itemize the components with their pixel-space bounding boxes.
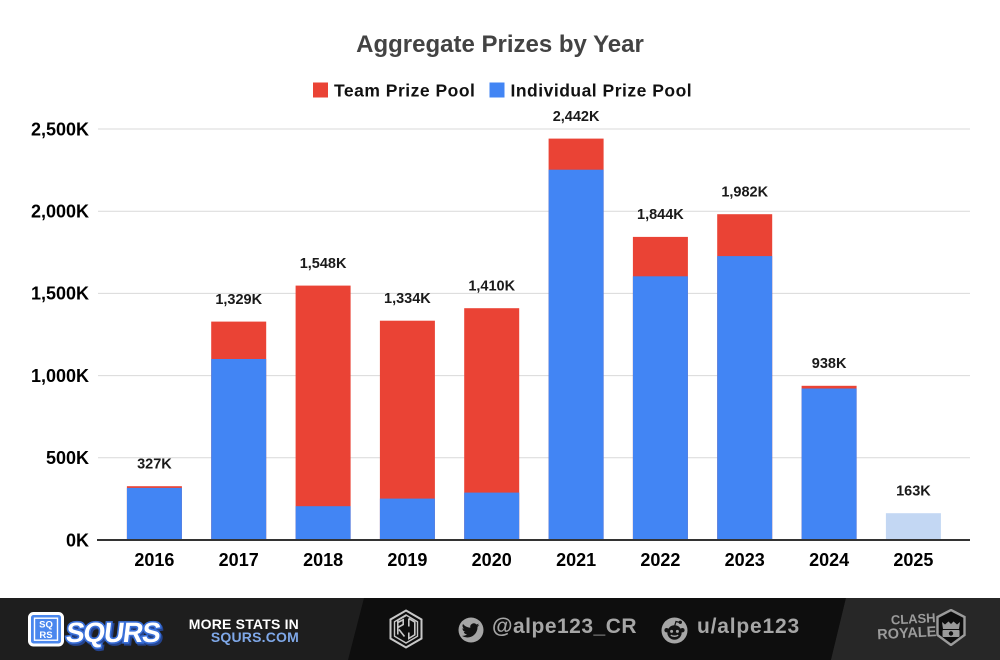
svg-text:SQ: SQ (39, 620, 53, 631)
svg-text:327K: 327K (137, 456, 172, 472)
svg-text:2017: 2017 (219, 550, 259, 570)
svg-text:2016: 2016 (134, 550, 174, 570)
svg-text:Individual Prize Pool: Individual Prize Pool (511, 81, 693, 101)
svg-text:1,982K: 1,982K (721, 184, 768, 200)
svg-text:0K: 0K (66, 530, 89, 550)
svg-text:2021: 2021 (556, 550, 596, 570)
svg-text:SQURS: SQURS (64, 617, 162, 648)
svg-text:2025: 2025 (893, 550, 933, 570)
svg-text:1,000K: 1,000K (31, 366, 89, 386)
svg-text:2022: 2022 (640, 550, 680, 570)
svg-text:163K: 163K (896, 483, 931, 499)
svg-text:2023: 2023 (725, 550, 765, 570)
svg-text:SQURS: SQURS (66, 619, 164, 650)
svg-text:2020: 2020 (472, 550, 512, 570)
svg-text:2018: 2018 (303, 550, 343, 570)
svg-text:Aggregate Prizes by Year: Aggregate Prizes by Year (356, 31, 644, 58)
svg-text:2,500K: 2,500K (31, 119, 89, 139)
svg-text:RS: RS (39, 630, 52, 641)
svg-text:1,548K: 1,548K (300, 256, 347, 272)
svg-text:1,500K: 1,500K (31, 284, 89, 304)
svg-text:2,442K: 2,442K (553, 109, 600, 125)
svg-text:2019: 2019 (387, 550, 427, 570)
svg-text:1,844K: 1,844K (637, 207, 684, 223)
svg-text:500K: 500K (46, 448, 89, 468)
svg-text:1,410K: 1,410K (468, 278, 515, 294)
svg-text:1,329K: 1,329K (215, 292, 262, 308)
svg-text:Team Prize Pool: Team Prize Pool (334, 81, 475, 101)
svg-text:2,000K: 2,000K (31, 202, 89, 222)
svg-text:1,334K: 1,334K (384, 291, 431, 307)
svg-text:938K: 938K (812, 356, 847, 372)
svg-text:2024: 2024 (809, 550, 849, 570)
